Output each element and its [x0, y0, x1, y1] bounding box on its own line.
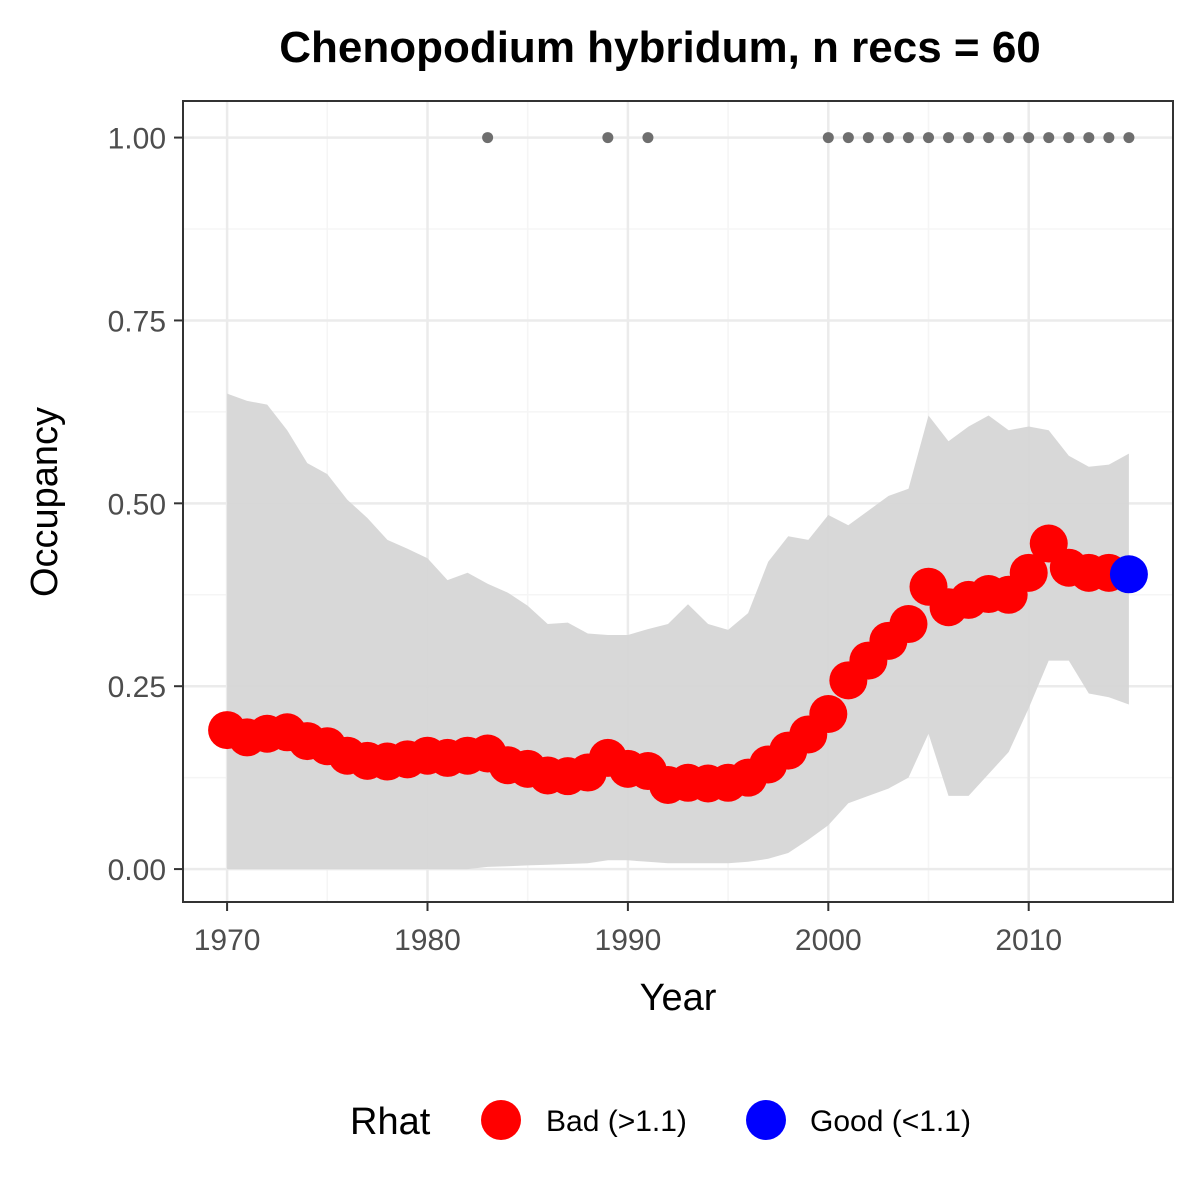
occupancy-points	[208, 524, 1148, 804]
y-axis-title: Occupancy	[24, 407, 66, 597]
legend: Rhat Bad (>1.1) Good (<1.1)	[350, 1100, 971, 1143]
record-point	[1063, 132, 1075, 144]
record-point	[1023, 132, 1035, 144]
record-point	[602, 132, 614, 144]
record-point	[1083, 132, 1095, 144]
y-axis: 0.00 0.25 0.50 0.75 1.00	[108, 123, 183, 887]
occupancy-point-bad	[1009, 553, 1048, 592]
x-tick-label: 1980	[394, 924, 461, 957]
y-tick-label: 1.00	[108, 123, 166, 156]
record-point	[902, 132, 914, 144]
record-point	[1103, 132, 1115, 144]
record-point	[1123, 132, 1135, 144]
legend-label-bad: Bad (>1.1)	[546, 1105, 687, 1138]
legend-label-good: Good (<1.1)	[810, 1105, 971, 1138]
record-point	[842, 132, 854, 144]
record-point	[923, 132, 935, 144]
record-point	[1043, 132, 1055, 144]
y-tick-label: 0.75	[108, 305, 166, 338]
record-point	[963, 132, 975, 144]
legend-key-good	[746, 1100, 786, 1140]
legend-title: Rhat	[350, 1101, 431, 1143]
panel-border	[182, 100, 1174, 903]
legend-key-bad	[481, 1100, 521, 1140]
x-tick-label: 2000	[795, 924, 862, 957]
occupancy-point-bad	[889, 605, 928, 644]
record-point	[822, 132, 834, 144]
record-point	[482, 132, 494, 144]
y-tick-label: 0.50	[108, 488, 166, 521]
y-tick-label: 0.25	[108, 671, 166, 704]
x-axis-title: Year	[640, 977, 717, 1019]
y-tick-label: 0.00	[108, 854, 166, 887]
record-point	[943, 132, 955, 144]
record-point	[983, 132, 995, 144]
occupancy-point-bad	[809, 695, 848, 734]
x-tick-label: 1970	[194, 924, 261, 957]
x-tick-label: 2010	[995, 924, 1062, 957]
chart-title: Chenopodium hybridum, n recs = 60	[279, 23, 1041, 72]
record-points	[482, 132, 1135, 144]
record-point	[1003, 132, 1015, 144]
record-point	[642, 132, 654, 144]
occupancy-point-good	[1109, 555, 1148, 594]
record-point	[882, 132, 894, 144]
x-axis: 1970 1980 1990 2000 2010	[194, 902, 1062, 957]
record-point	[862, 132, 874, 144]
x-tick-label: 1990	[595, 924, 662, 957]
